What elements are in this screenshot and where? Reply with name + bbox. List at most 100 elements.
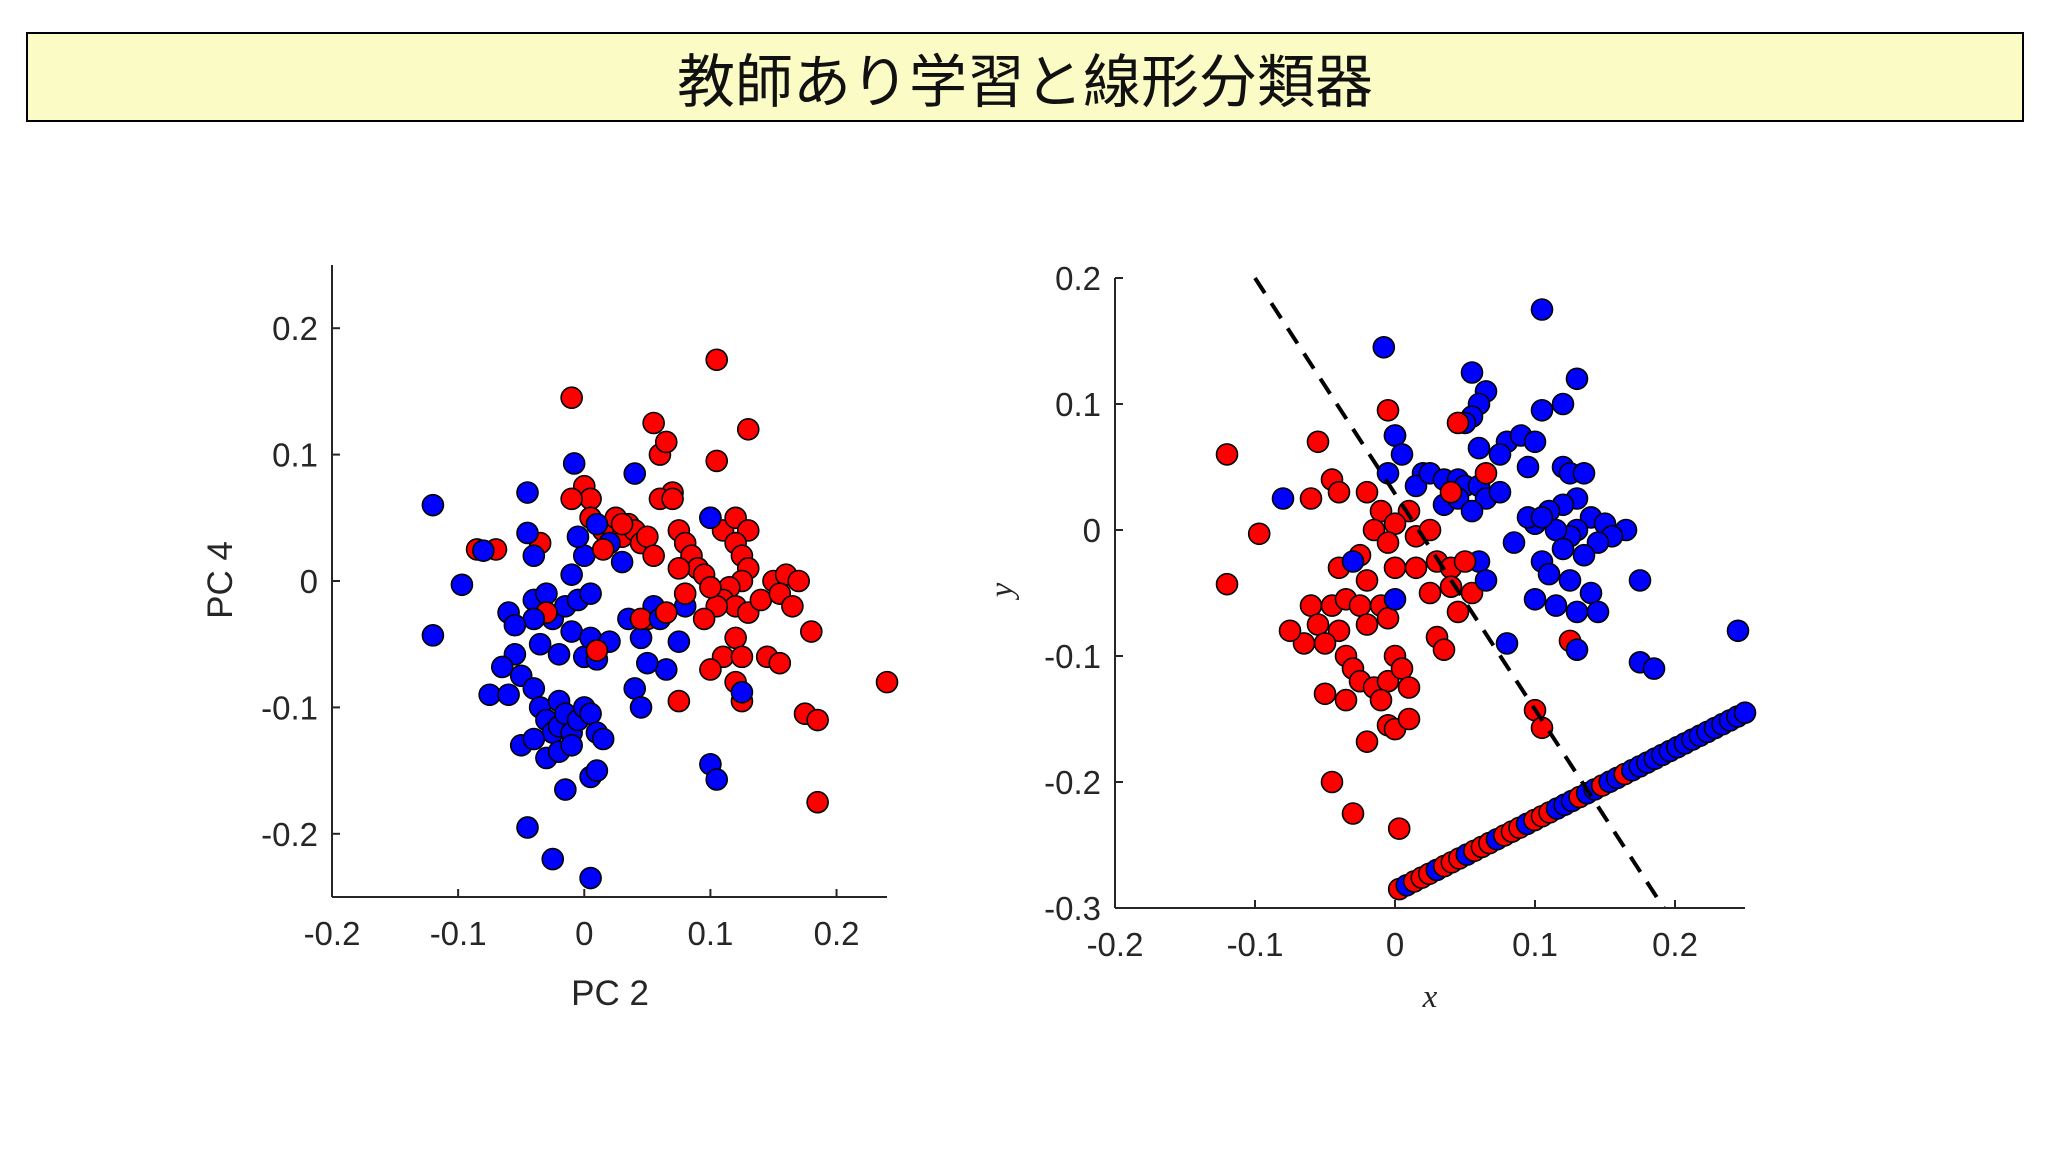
scatter-point	[1348, 594, 1372, 617]
scatter-point	[610, 512, 634, 536]
scatter-point	[522, 544, 546, 568]
scatter-point	[629, 626, 653, 650]
scatter-point	[1390, 443, 1414, 466]
scatter-point	[1376, 398, 1400, 422]
scatter-point	[1530, 398, 1554, 422]
scatter-point	[875, 670, 899, 694]
scatter-point	[490, 655, 514, 679]
scatter-point	[560, 563, 583, 586]
scatter-point	[806, 790, 829, 814]
scatter-point	[730, 680, 754, 704]
scatter-point	[1565, 638, 1589, 662]
scatter-point	[1327, 480, 1351, 504]
scatter-point	[1551, 392, 1575, 416]
scatter-point	[579, 487, 602, 511]
scatter-point	[421, 624, 445, 647]
scatter-point	[1572, 543, 1596, 567]
scatter-point	[636, 525, 659, 549]
scatter-point	[579, 702, 602, 726]
scatter-point	[522, 607, 546, 631]
scatter-point	[1383, 424, 1407, 447]
scatter-point	[1355, 480, 1379, 504]
scatter-point	[667, 630, 691, 653]
scatter-point	[560, 620, 583, 643]
scatter-point	[1474, 569, 1498, 592]
scatter-point	[654, 658, 678, 681]
scatter-point	[1586, 600, 1610, 624]
scatter-point	[1446, 411, 1470, 435]
scatter-point	[522, 677, 546, 700]
scatter-point	[629, 607, 653, 631]
scatter-point	[522, 727, 546, 751]
scatter-point	[629, 696, 653, 719]
y-tick-label: -0.2	[1044, 764, 1101, 801]
slide-title: 教師あり学習と線形分類器	[26, 32, 2024, 122]
scatter-point	[1355, 730, 1379, 753]
scatter-point	[1460, 499, 1484, 523]
y-tick-label: -0.2	[261, 816, 318, 853]
scatter-point	[1383, 587, 1407, 611]
scatter-point	[1530, 298, 1554, 321]
scatter-point	[749, 588, 773, 612]
scatter-point	[1530, 506, 1554, 529]
y-tick-label: 0	[1083, 512, 1101, 549]
y-tick-label: 0.1	[1055, 386, 1101, 423]
scatter-point	[1215, 443, 1239, 466]
scatter-point	[472, 539, 495, 562]
scatter-point	[1439, 480, 1463, 504]
decision-boundary-line	[1253, 276, 1666, 910]
scatter-point	[1299, 594, 1323, 617]
scatter-point	[516, 521, 539, 545]
right-y-axis-label: y	[984, 582, 1020, 600]
scatter-point	[1397, 676, 1421, 699]
scatter-point	[585, 512, 609, 536]
x-tick-label: 0.1	[687, 915, 733, 952]
y-tick-label: 0	[300, 563, 318, 600]
scatter-point	[1572, 461, 1596, 485]
scatter-point	[661, 487, 684, 511]
scatter-point	[1376, 531, 1400, 554]
left-y-axis-label: PC 4	[201, 541, 240, 619]
left-x-axis-label: PC 2	[571, 974, 649, 1013]
scatter-point	[554, 778, 577, 801]
scatter-point	[1565, 600, 1589, 624]
scatter-point	[1404, 556, 1428, 580]
scatter-point	[1355, 613, 1379, 636]
scatter-point	[781, 594, 804, 618]
scatter-point	[1247, 522, 1271, 546]
scatter-point	[610, 550, 634, 574]
scatter-point	[705, 768, 729, 791]
y-tick-label: -0.1	[261, 689, 318, 726]
scatter-point	[1453, 550, 1477, 573]
left-scatter-chart: -0.2 -0.1 0 0.1 0.2 0.2 0.1 0 -0.1 -0.2 PC 2 PC 4	[201, 265, 899, 1013]
scatter-point	[1474, 461, 1498, 485]
scatter-point	[497, 683, 520, 707]
y-tick-label: -0.3	[1044, 890, 1101, 927]
scatter-point	[1523, 430, 1547, 454]
x-tick-label: 0.2	[814, 915, 860, 952]
scatter-point	[1537, 562, 1561, 586]
scatter-point	[667, 689, 691, 713]
scatter-point	[1642, 657, 1666, 680]
scatter-point	[667, 557, 691, 580]
scatter-point	[585, 639, 609, 662]
right-tick-labels: -0.2 -0.1 0 0.1 0.20.20.10-0.1-0.2-0.3	[1044, 260, 1698, 963]
scatter-point	[1495, 632, 1519, 655]
scatter-point	[450, 573, 474, 597]
scatter-point	[1383, 556, 1407, 580]
scatter-point	[800, 620, 823, 643]
scatter-point	[654, 601, 678, 624]
scatter-point	[1341, 802, 1365, 825]
scatter-point	[562, 452, 586, 475]
scatter-point	[699, 576, 722, 599]
scatter-point	[724, 626, 747, 650]
scatter-point	[1544, 594, 1568, 617]
scatter-point	[1369, 688, 1393, 712]
scatter-point	[579, 866, 602, 890]
x-tick-label: 0	[1386, 926, 1404, 963]
scatter-point	[1502, 531, 1526, 554]
scatter-point	[1215, 572, 1239, 596]
scatter-point	[591, 538, 615, 561]
scatter-point	[1488, 480, 1512, 504]
